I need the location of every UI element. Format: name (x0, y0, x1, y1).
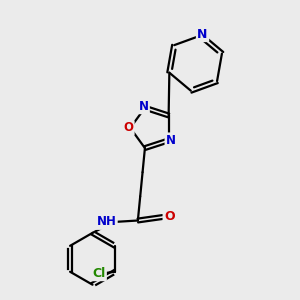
Text: NH: NH (96, 215, 116, 229)
Text: O: O (123, 122, 133, 134)
Text: O: O (164, 211, 175, 224)
Text: N: N (166, 134, 176, 147)
Text: N: N (197, 28, 208, 40)
Text: N: N (138, 100, 148, 113)
Text: Cl: Cl (92, 267, 105, 280)
